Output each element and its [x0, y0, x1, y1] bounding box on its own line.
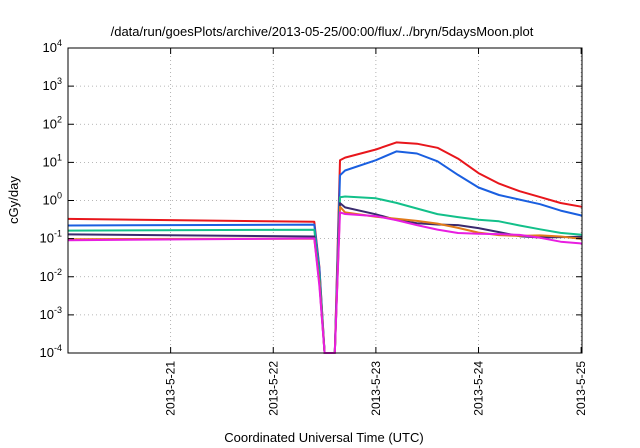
y-tick-base: 10	[40, 231, 54, 246]
grid	[68, 48, 582, 353]
series-group	[67, 141, 583, 354]
x-tick-label: 2013-5-24	[472, 361, 486, 416]
x-axis-label: Coordinated Universal Time (UTC)	[224, 430, 423, 445]
x-tick-label: 2013-5-22	[266, 361, 280, 416]
y-tick-exponent: -2	[54, 267, 62, 277]
x-tick-label: 2013-5-25	[574, 361, 588, 416]
x-axis: 2013-5-21 2013-5-22 2013-5-23 2013-5-24 2013…	[164, 48, 588, 416]
x-tick-label: 2013-5-21	[164, 361, 178, 416]
y-tick-exponent: 1	[57, 152, 62, 162]
y-tick-base: 10	[43, 116, 57, 131]
y-tick-exponent: -4	[54, 343, 62, 353]
series-line-2	[67, 150, 583, 354]
y-tick-label: 103	[43, 76, 62, 93]
y-tick-base: 10	[40, 269, 54, 284]
y-axis-label: cGy/day	[6, 176, 21, 224]
chart-title: /data/run/goesPlots/archive/2013-05-25/0…	[111, 24, 534, 39]
y-tick-label: 102	[43, 114, 62, 131]
y-tick-base: 10	[43, 154, 57, 169]
y-tick-exponent: -3	[54, 305, 62, 315]
y-tick-exponent: 2	[57, 114, 62, 124]
x-tick-label: 2013-5-23	[369, 361, 383, 416]
y-tick-label: 10-1	[40, 229, 62, 246]
y-tick-exponent: 0	[57, 191, 62, 201]
series-line-1	[67, 141, 583, 354]
y-tick-label: 104	[43, 38, 62, 55]
y-tick-label: 101	[43, 152, 62, 169]
y-tick-exponent: 3	[57, 76, 62, 86]
y-tick-base: 10	[40, 307, 54, 322]
y-tick-label: 10-4	[40, 343, 62, 360]
y-tick-label: 10-2	[40, 267, 62, 284]
y-tick-base: 10	[43, 40, 57, 55]
y-tick-base: 10	[43, 78, 57, 93]
y-tick-base: 10	[43, 193, 57, 208]
series-line-6	[67, 211, 583, 354]
y-tick-base: 10	[40, 345, 54, 360]
y-tick-exponent: -1	[54, 229, 62, 239]
series-line-5	[67, 205, 583, 354]
y-tick-label: 10-3	[40, 305, 62, 322]
y-tick-label: 100	[43, 191, 62, 208]
y-tick-exponent: 4	[57, 38, 62, 48]
